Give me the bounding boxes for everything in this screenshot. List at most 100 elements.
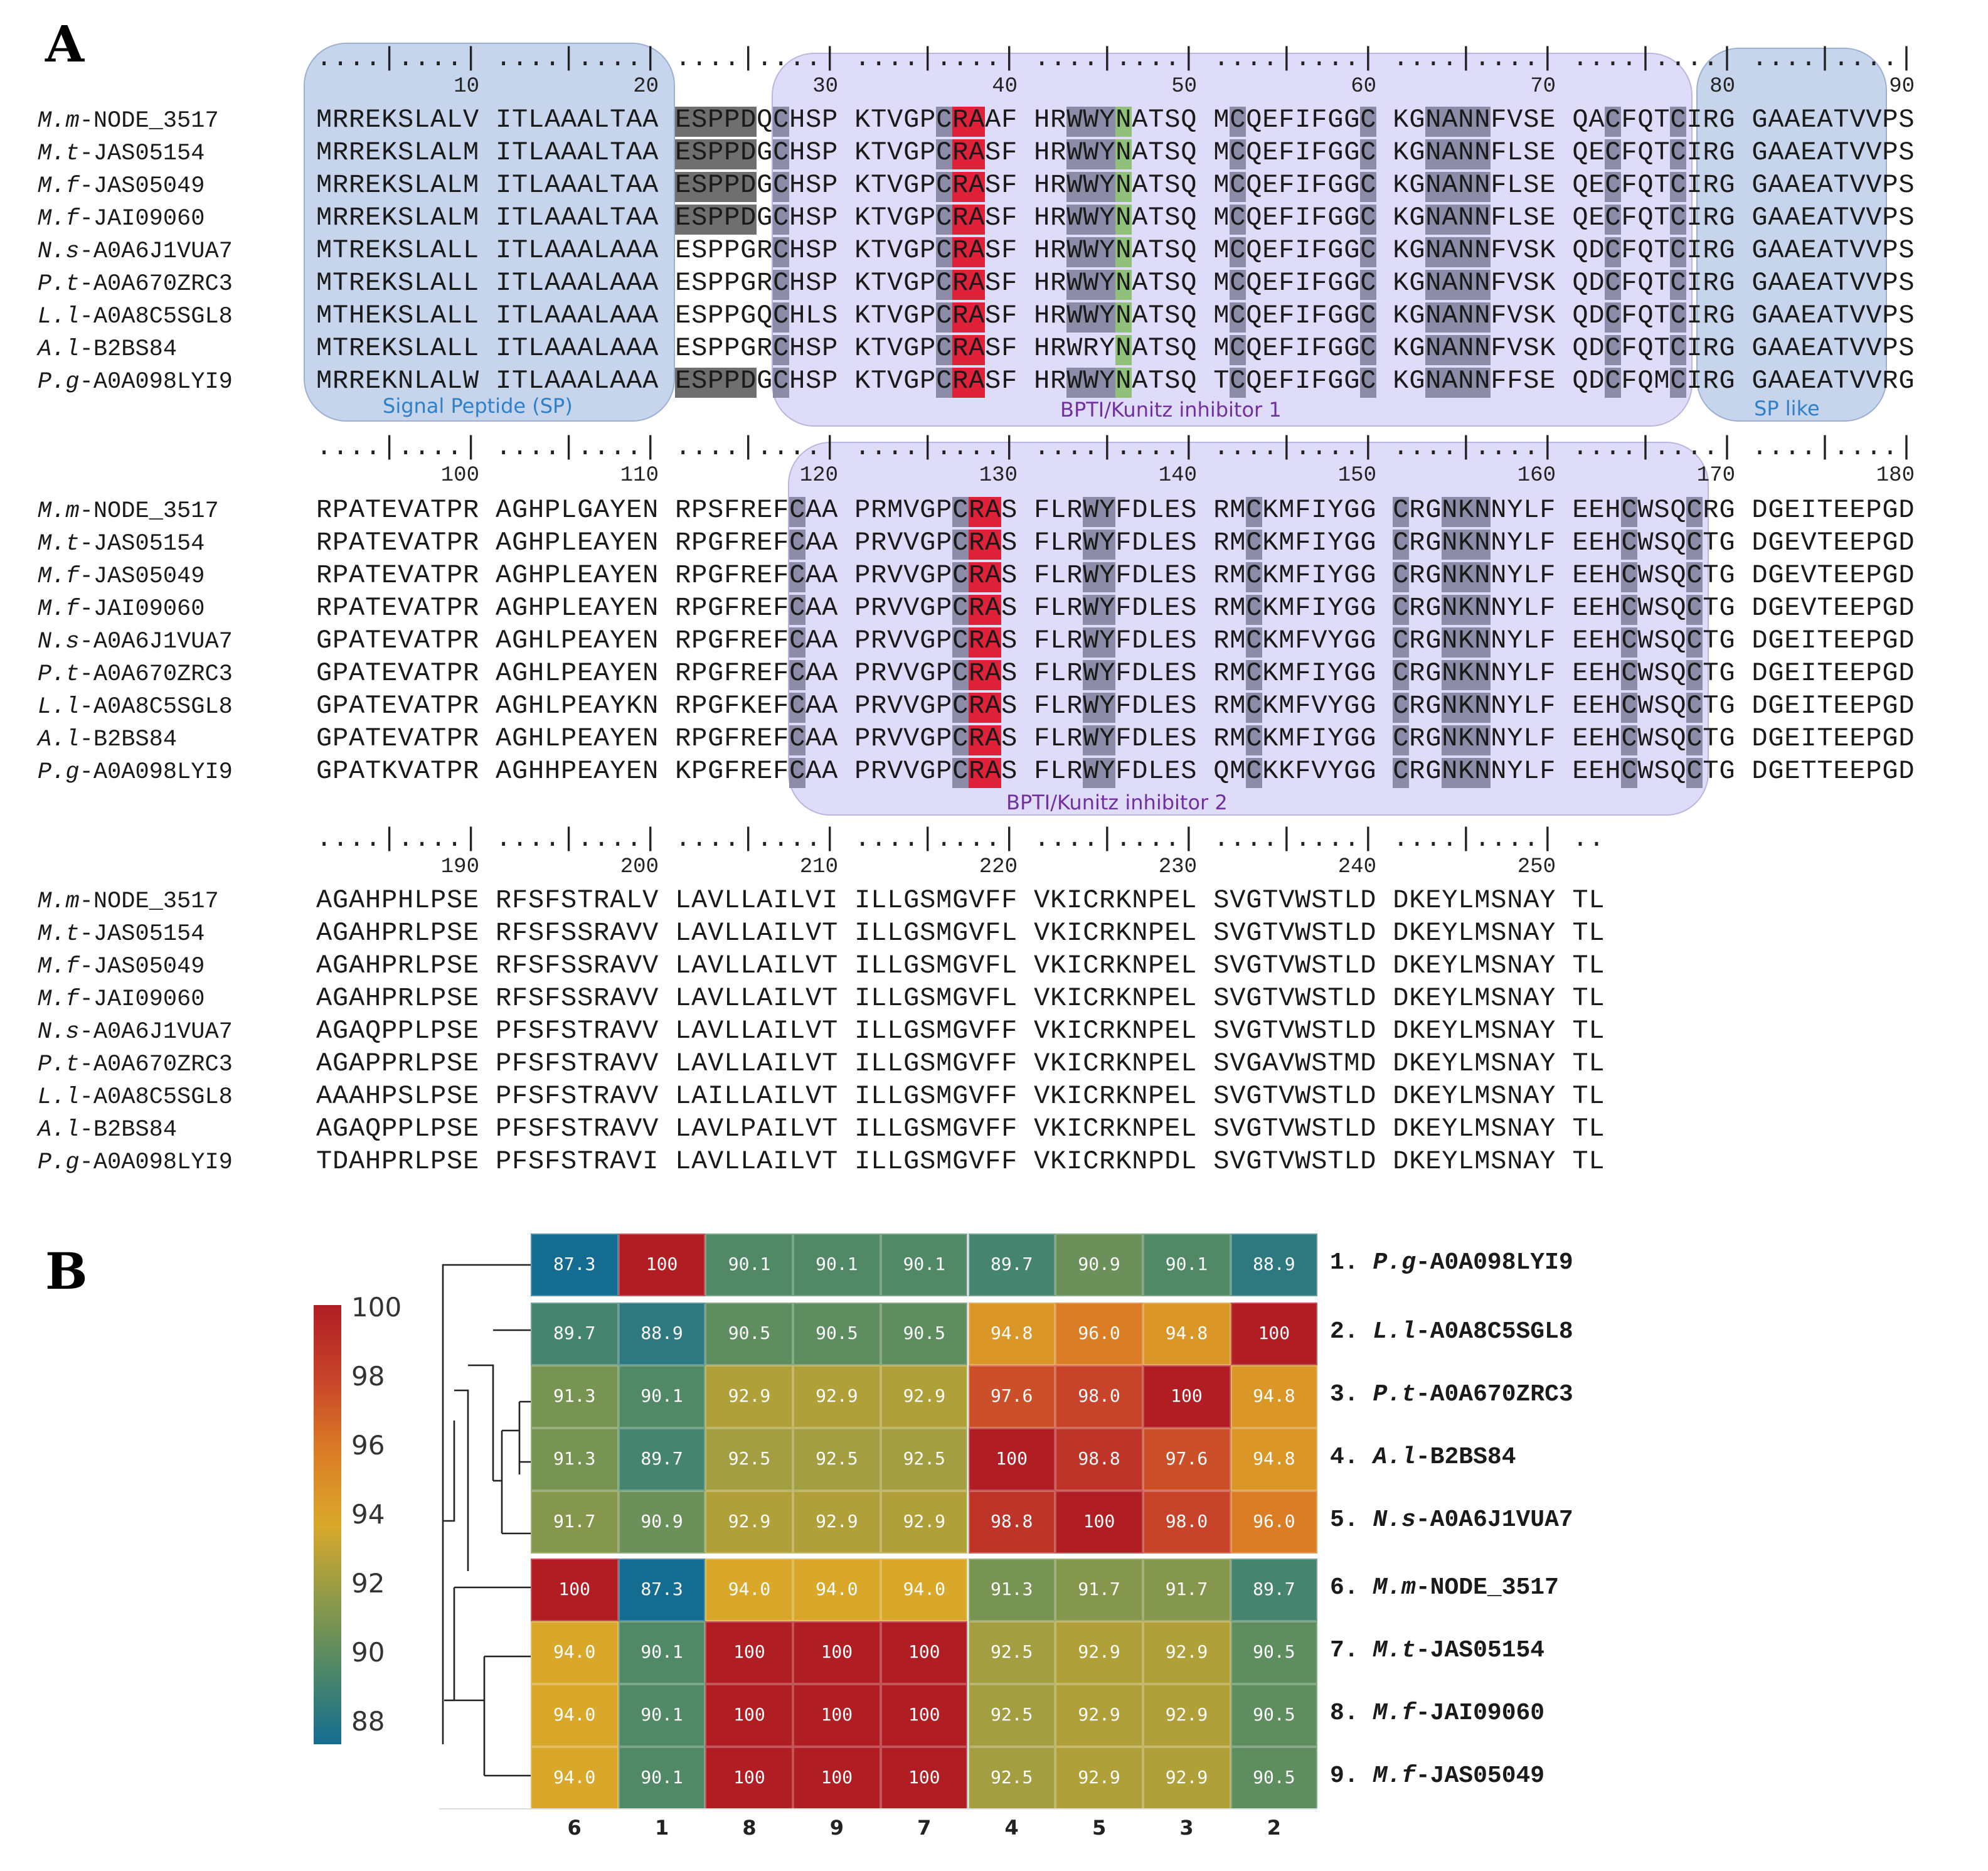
heatmap-cell: 100 (531, 1559, 619, 1621)
highlight-conserved (936, 172, 952, 202)
sequence-row: RPATEVATPR AGHPLEAYEN RPGFREFCAA PRVVGPC… (316, 595, 1915, 624)
heatmap-cell: 89.7 (968, 1234, 1056, 1296)
highlight-conserved (1605, 107, 1621, 137)
heatmap-cell: 98.8 (968, 1491, 1056, 1554)
highlight-conserved (1670, 107, 1686, 137)
sequence-name: N.s-A0A6J1VUA7 (38, 236, 233, 269)
accession: -B2BS84 (79, 1117, 178, 1143)
highlight-active (969, 725, 1001, 755)
position-label: 220 (979, 856, 1018, 880)
position-label: 20 (633, 75, 659, 99)
highlight-conserved (1066, 139, 1115, 169)
highlight-conserved (1621, 562, 1637, 592)
sequence-row: TDAHPRLPSE PFSFSTRAVI LAVLLAILVT ILLGSMG… (316, 1148, 1605, 1177)
row-label: 3. P.t-A0A670ZRC3 (1330, 1380, 1573, 1408)
highlight-conserved (1230, 139, 1246, 169)
highlight-conserved (936, 302, 952, 333)
highlight-active (952, 237, 985, 267)
column-label: 6 (567, 1816, 582, 1840)
accession: -JAI09060 (79, 596, 205, 622)
species-abbrev: M.f (38, 596, 80, 622)
highlight-conserved (1230, 368, 1246, 398)
panel-b-letter: B (45, 1242, 88, 1301)
sequence-row: AGAHPRLPSE RFSFSSRAVV LAVLLAILVT ILLGSMG… (316, 985, 1605, 1014)
highlight-active (969, 627, 1001, 658)
highlight-conserved (1230, 205, 1246, 235)
heatmap-cell: 94.0 (880, 1559, 968, 1621)
species-abbrev: P.t (38, 1052, 80, 1078)
highlight-conserved (1605, 368, 1621, 398)
row-number: 9. (1330, 1762, 1359, 1789)
heatmap-cell: 96.0 (1055, 1303, 1143, 1365)
highlight-conserved (1246, 627, 1262, 658)
row-label: 2. L.l-A0A8C5SGL8 (1330, 1318, 1573, 1345)
highlight-conserved (1425, 172, 1491, 202)
position-label: 40 (992, 75, 1018, 99)
position-label: 170 (1696, 464, 1735, 488)
highlight-conserved (1605, 172, 1621, 202)
highlight-conserved (952, 660, 969, 690)
heatmap-cell: 98.0 (1142, 1491, 1231, 1554)
highlight-conserved (1230, 172, 1246, 202)
heatmap-cell: 91.7 (1142, 1559, 1231, 1621)
position-label: 90 (1889, 75, 1915, 99)
highlight-conserved (1621, 627, 1637, 658)
heatmap-cell: 89.7 (1230, 1559, 1318, 1621)
highlight-conserved (1425, 139, 1491, 169)
heatmap-cell: 87.3 (618, 1559, 706, 1621)
highlight-active (952, 107, 985, 137)
highlight-conserved (789, 660, 805, 690)
species-abbrev: P.t (1373, 1380, 1416, 1408)
highlight-conserved (952, 595, 969, 625)
species-abbrev: M.t (1373, 1636, 1416, 1664)
heatmap-cell: 88.9 (618, 1303, 706, 1365)
accession: -A0A6J1VUA7 (79, 238, 233, 265)
heatmap-cell: 94.0 (705, 1559, 794, 1621)
row-number: 1. (1330, 1249, 1359, 1276)
sequence-row: AGAHPRLPSE RFSFSSRAVV LAVLLAILVT ILLGSMG… (316, 952, 1605, 981)
position-label: 120 (799, 464, 838, 488)
heatmap-cell: 87.3 (531, 1234, 619, 1296)
highlight-conserved (1066, 270, 1115, 300)
highlight-conserved (1066, 107, 1115, 137)
highlight-conserved (952, 562, 969, 592)
sequence-row: MTREKSLALL ITLAAALAAA ESPPGRCHSP KTVGPCR… (316, 335, 1915, 364)
row-number: 6. (1330, 1574, 1359, 1601)
highlight-conserved (1621, 660, 1637, 690)
heatmap-cell: 91.3 (531, 1365, 619, 1428)
highlight-conserved (773, 172, 789, 202)
species-abbrev: P.g (1373, 1249, 1416, 1276)
sequence-name: M.t-JAS05154 (38, 138, 205, 171)
heatmap-cell: 92.9 (1055, 1684, 1143, 1747)
highlight-conserved (1425, 302, 1491, 333)
heatmap-cell: 92.9 (880, 1491, 968, 1554)
highlight-conserved (773, 368, 789, 398)
highlight-conserved (1066, 368, 1115, 398)
ruler: ....|....| ....|....| ....|....| ....|..… (316, 826, 1605, 855)
panel-a-letter: A (45, 15, 85, 74)
position-label: 130 (979, 464, 1018, 488)
highlight-conserved (1670, 205, 1686, 235)
highlight-conserved (1442, 693, 1491, 723)
highlight-conserved (1425, 335, 1491, 365)
highlight-conserved (1066, 237, 1115, 267)
highlight-conserved (1083, 660, 1115, 690)
column-label: 9 (829, 1816, 844, 1840)
sequence-name: P.t-A0A670ZRC3 (38, 1049, 233, 1082)
heatmap-cell: 90.5 (1230, 1621, 1318, 1684)
species-abbrev: M.t (38, 141, 80, 167)
accession: -A0A670ZRC3 (1415, 1380, 1573, 1408)
highlight-conserved (952, 693, 969, 723)
highlight-motif (675, 368, 757, 398)
heatmap-cell: 92.9 (793, 1491, 881, 1554)
highlight-conserved (1360, 302, 1376, 333)
highlight-conserved (1230, 107, 1246, 137)
axis-line (439, 1808, 1317, 1810)
highlight-conserved (1442, 497, 1491, 527)
position-label: 10 (454, 75, 479, 99)
species-abbrev: A.l (38, 336, 80, 363)
species-abbrev: P.g (38, 1149, 80, 1176)
highlight-conserved (1670, 302, 1686, 333)
column-label: 3 (1179, 1816, 1194, 1840)
species-abbrev: M.f (1373, 1762, 1416, 1789)
